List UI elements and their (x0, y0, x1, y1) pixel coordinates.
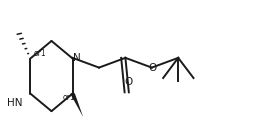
Text: N: N (73, 53, 81, 63)
Text: or1: or1 (63, 93, 75, 102)
Polygon shape (70, 93, 83, 117)
Text: or1: or1 (34, 49, 46, 58)
Text: O: O (149, 63, 157, 73)
Text: HN: HN (7, 98, 22, 108)
Text: O: O (125, 77, 133, 87)
